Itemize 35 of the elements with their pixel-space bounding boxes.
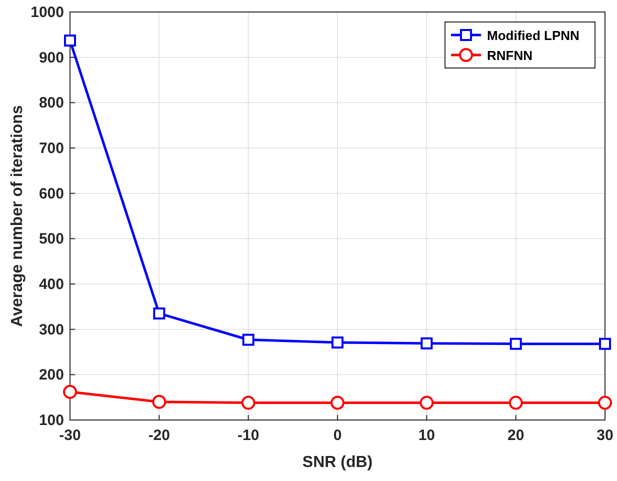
point [510, 338, 522, 350]
x-tick-label: 0 [333, 427, 342, 444]
x-axis-title: SNR (dB) [302, 454, 373, 471]
point [599, 338, 611, 350]
point [598, 396, 612, 410]
y-tick-label: 400 [38, 276, 64, 293]
point [420, 396, 434, 410]
point [152, 394, 166, 409]
y-axis-title: Average number of iterations [9, 105, 26, 327]
x-tick-label: 10 [418, 427, 436, 444]
y-tick-label: 200 [38, 366, 64, 384]
y-tick-label: 700 [38, 140, 64, 157]
y-tick-label: 800 [38, 94, 64, 112]
x-tick-label: -10 [237, 427, 260, 444]
point [242, 334, 254, 346]
x-tick-label: -20 [148, 427, 170, 444]
y-tick-label: 100 [38, 412, 64, 429]
y-tick-label: 500 [38, 230, 64, 248]
x-tick-label: 30 [596, 427, 614, 444]
point [64, 34, 76, 47]
legend-label: Modified LPNN [487, 28, 580, 43]
legend-label: RNFNN [487, 48, 532, 63]
x-tick-label: -30 [59, 427, 81, 444]
point [330, 396, 344, 410]
y-tick-label: 600 [38, 185, 64, 202]
point [241, 396, 256, 410]
y-tick-label: 900 [38, 49, 64, 66]
point [420, 337, 433, 350]
y-tick-label: 300 [38, 321, 64, 338]
point [332, 336, 344, 348]
x-tick-label: 20 [507, 427, 524, 444]
point [508, 396, 523, 410]
point [63, 384, 77, 399]
point [153, 307, 166, 320]
y-tick-label: 1000 [30, 4, 64, 21]
